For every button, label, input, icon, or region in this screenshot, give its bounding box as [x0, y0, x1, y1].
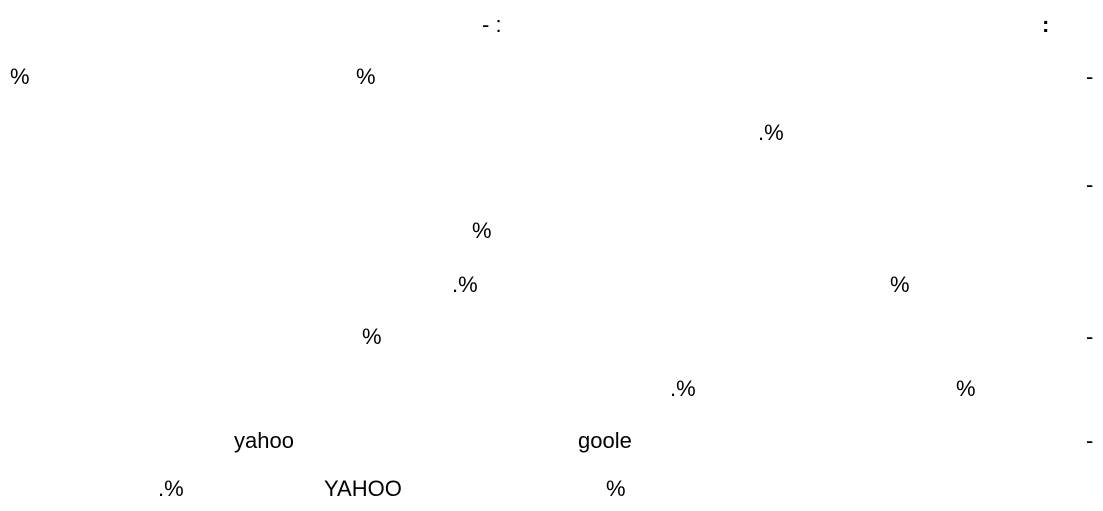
line-5-percent: %	[890, 272, 910, 297]
line-8-goole: goole	[578, 428, 632, 453]
line-8-yahoo: yahoo	[234, 428, 294, 453]
header-center-mark: - :	[482, 12, 502, 37]
line-9-yahoo-upper: YAHOO	[324, 476, 402, 501]
line-6-dash: -	[1086, 324, 1094, 349]
line-3-dash: -	[1086, 172, 1094, 197]
line-6-percent: %	[362, 324, 382, 349]
line-9-percent: %	[606, 476, 626, 501]
line-4-percent: %	[472, 218, 492, 243]
line-5-period-percent: .%	[452, 272, 478, 297]
header-colon: :	[1042, 12, 1050, 37]
line-2-period-percent: .%	[758, 120, 784, 145]
line-7-period-percent: .%	[670, 376, 696, 401]
line-9-period-percent: .%	[158, 476, 184, 501]
line-8-dash: -	[1086, 428, 1094, 453]
line-7-percent: %	[956, 376, 976, 401]
line-1-percent-left: %	[10, 64, 30, 89]
line-1-dash: -	[1086, 64, 1094, 89]
line-1-percent-mid: %	[356, 64, 376, 89]
